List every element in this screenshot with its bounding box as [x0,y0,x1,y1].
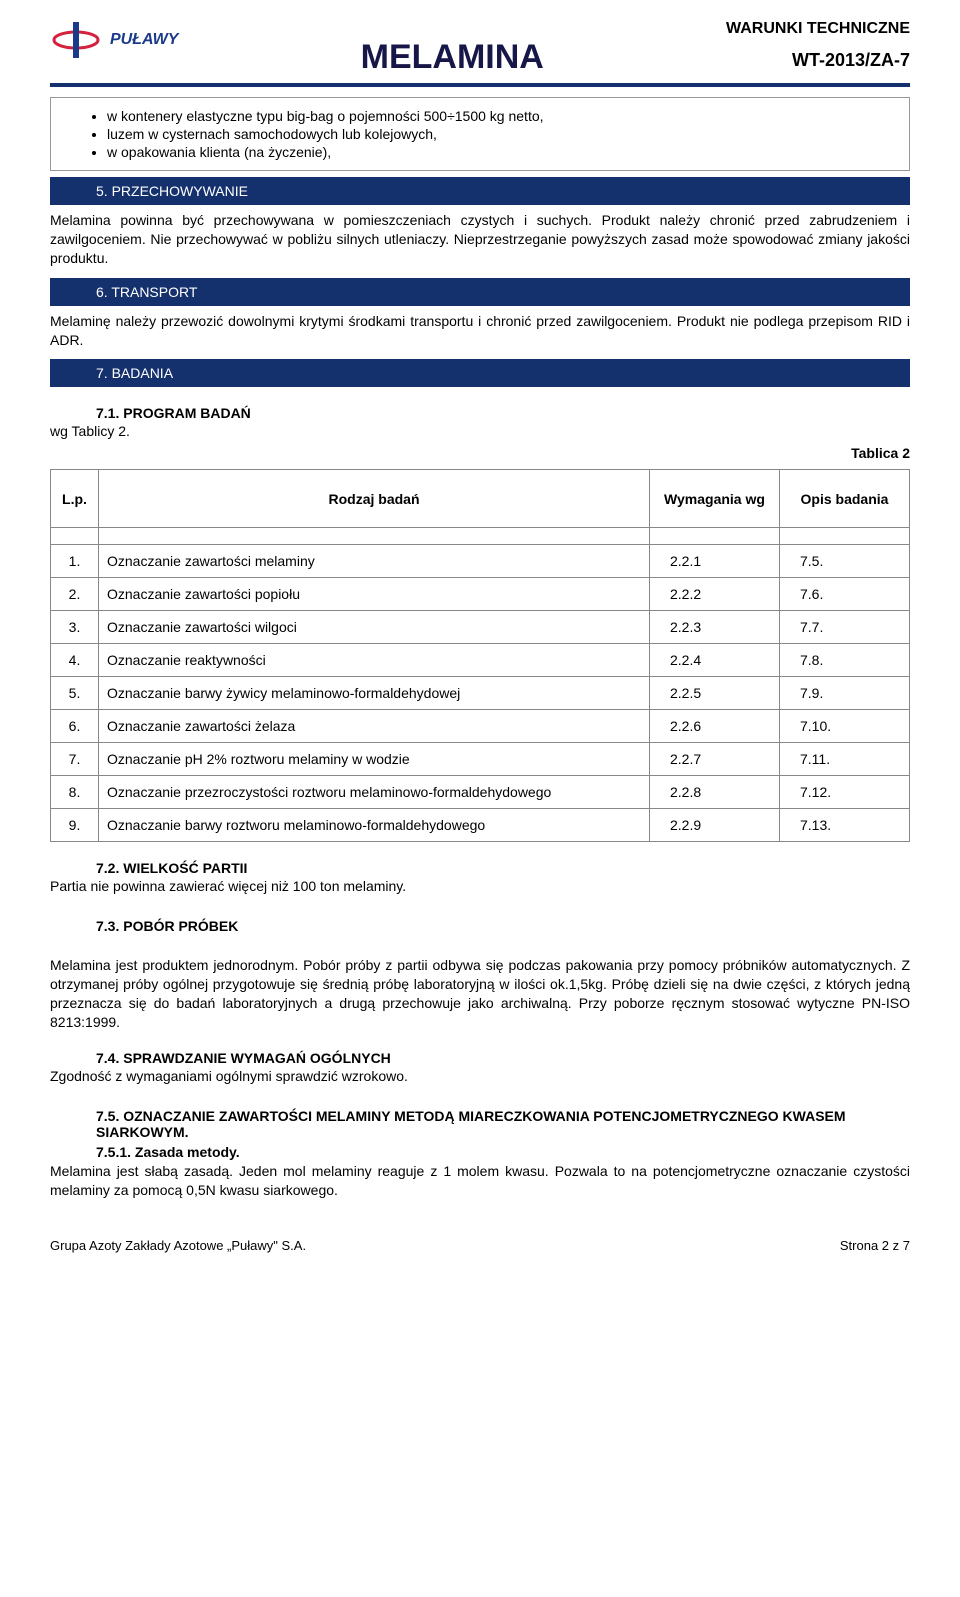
text-7-4: Zgodność z wymaganiami ogólnymi sprawdzi… [50,1068,910,1084]
cell-opis: 7.5. [780,545,910,578]
subtext-7-1: wg Tablicy 2. [50,423,910,439]
table-row: 1.Oznaczanie zawartości melaminy2.2.17.5… [51,545,910,578]
header-right-line2: WT-2013/ZA-7 [726,50,910,71]
cell-rodzaj: Oznaczanie barwy roztworu melaminowo-for… [99,809,650,842]
cell-wymagania: 2.2.2 [650,578,780,611]
cell-wymagania: 2.2.3 [650,611,780,644]
section-5-bar: 5. PRZECHOWYWANIE [50,177,910,205]
bullet-item: luzem w cysternach samochodowych lub kol… [107,126,899,142]
company-logo-icon [50,20,102,60]
subheading-7-4: 7.4. SPRAWDZANIE WYMAGAŃ OGÓLNYCH [96,1050,910,1066]
cell-wymagania: 2.2.4 [650,644,780,677]
cell-wymagania: 2.2.8 [650,776,780,809]
cell-rodzaj: Oznaczanie zawartości melaminy [99,545,650,578]
cell-opis: 7.11. [780,743,910,776]
cell-rodzaj: Oznaczanie barwy żywicy melaminowo-forma… [99,677,650,710]
tests-table: L.p. Rodzaj badań Wymagania wg Opis bada… [50,469,910,842]
cell-wymagania: 2.2.1 [650,545,780,578]
document-header: PUŁAWY MELAMINA WARUNKI TECHNICZNE WT-20… [50,20,910,77]
cell-rodzaj: Oznaczanie zawartości żelaza [99,710,650,743]
table-row: 4.Oznaczanie reaktywności2.2.47.8. [51,644,910,677]
section-6-text: Melaminę należy przewozić dowolnymi kryt… [50,312,910,350]
col-opis: Opis badania [780,470,910,528]
cell-wymagania: 2.2.7 [650,743,780,776]
table-row: 6.Oznaczanie zawartości żelaza2.2.67.10. [51,710,910,743]
cell-lp: 1. [51,545,99,578]
cell-opis: 7.7. [780,611,910,644]
cell-rodzaj: Oznaczanie reaktywności [99,644,650,677]
cell-rodzaj: Oznaczanie przezroczystości roztworu mel… [99,776,650,809]
cell-lp: 5. [51,677,99,710]
section-7-bar: 7. BADANIA [50,359,910,387]
subheading-7-3: 7.3. POBÓR PRÓBEK [96,918,910,934]
table-row: 3.Oznaczanie zawartości wilgoci2.2.37.7. [51,611,910,644]
col-lp: L.p. [51,470,99,528]
cell-opis: 7.6. [780,578,910,611]
page-title: MELAMINA [178,38,726,77]
footer-right: Strona 2 z 7 [840,1238,910,1253]
cell-wymagania: 2.2.5 [650,677,780,710]
bullet-item: w kontenery elastyczne typu big-bag o po… [107,108,899,124]
table-row: 8.Oznaczanie przezroczystości roztworu m… [51,776,910,809]
cell-opis: 7.8. [780,644,910,677]
cell-lp: 7. [51,743,99,776]
bullet-item: w opakowania klienta (na życzenie), [107,144,899,160]
text-7-3: Melamina jest produktem jednorodnym. Pob… [50,956,910,1032]
logo-text: PUŁAWY [110,31,178,49]
cell-rodzaj: Oznaczanie zawartości popiołu [99,578,650,611]
section-5-text: Melamina powinna być przechowywana w pom… [50,211,910,268]
logo-block: PUŁAWY [50,20,178,60]
subheading-7-5-1: 7.5.1. Zasada metody. [96,1144,910,1160]
col-rodzaj: Rodzaj badań [99,470,650,528]
bullet-box: w kontenery elastyczne typu big-bag o po… [50,97,910,171]
page-footer: Grupa Azoty Zakłady Azotowe „Puławy" S.A… [50,1238,910,1253]
cell-wymagania: 2.2.9 [650,809,780,842]
tablica-label: Tablica 2 [50,445,910,461]
cell-opis: 7.13. [780,809,910,842]
cell-rodzaj: Oznaczanie zawartości wilgoci [99,611,650,644]
text-7-2: Partia nie powinna zawierać więcej niż 1… [50,878,910,894]
header-right: WARUNKI TECHNICZNE WT-2013/ZA-7 [726,20,910,71]
col-wymagania: Wymagania wg [650,470,780,528]
section-6-bar: 6. TRANSPORT [50,278,910,306]
cell-lp: 3. [51,611,99,644]
cell-lp: 8. [51,776,99,809]
cell-wymagania: 2.2.6 [650,710,780,743]
table-row: 7.Oznaczanie pH 2% roztworu melaminy w w… [51,743,910,776]
cell-opis: 7.10. [780,710,910,743]
header-right-line1: WARUNKI TECHNICZNE [726,20,910,38]
table-row: 2.Oznaczanie zawartości popiołu2.2.27.6. [51,578,910,611]
subheading-7-5: 7.5. OZNACZANIE ZAWARTOŚCI MELAMINY METO… [96,1108,910,1140]
cell-lp: 4. [51,644,99,677]
cell-rodzaj: Oznaczanie pH 2% roztworu melaminy w wod… [99,743,650,776]
table-row: 9.Oznaczanie barwy roztworu melaminowo-f… [51,809,910,842]
cell-opis: 7.12. [780,776,910,809]
subheading-7-1: 7.1. PROGRAM BADAŃ [96,405,910,421]
footer-left: Grupa Azoty Zakłady Azotowe „Puławy" S.A… [50,1238,306,1253]
cell-lp: 6. [51,710,99,743]
cell-opis: 7.9. [780,677,910,710]
cell-lp: 9. [51,809,99,842]
table-row: 5.Oznaczanie barwy żywicy melaminowo-for… [51,677,910,710]
text-7-5: Melamina jest słabą zasadą. Jeden mol me… [50,1162,910,1200]
subheading-7-2: 7.2. WIELKOŚĆ PARTII [96,860,910,876]
cell-lp: 2. [51,578,99,611]
header-rule [50,83,910,87]
